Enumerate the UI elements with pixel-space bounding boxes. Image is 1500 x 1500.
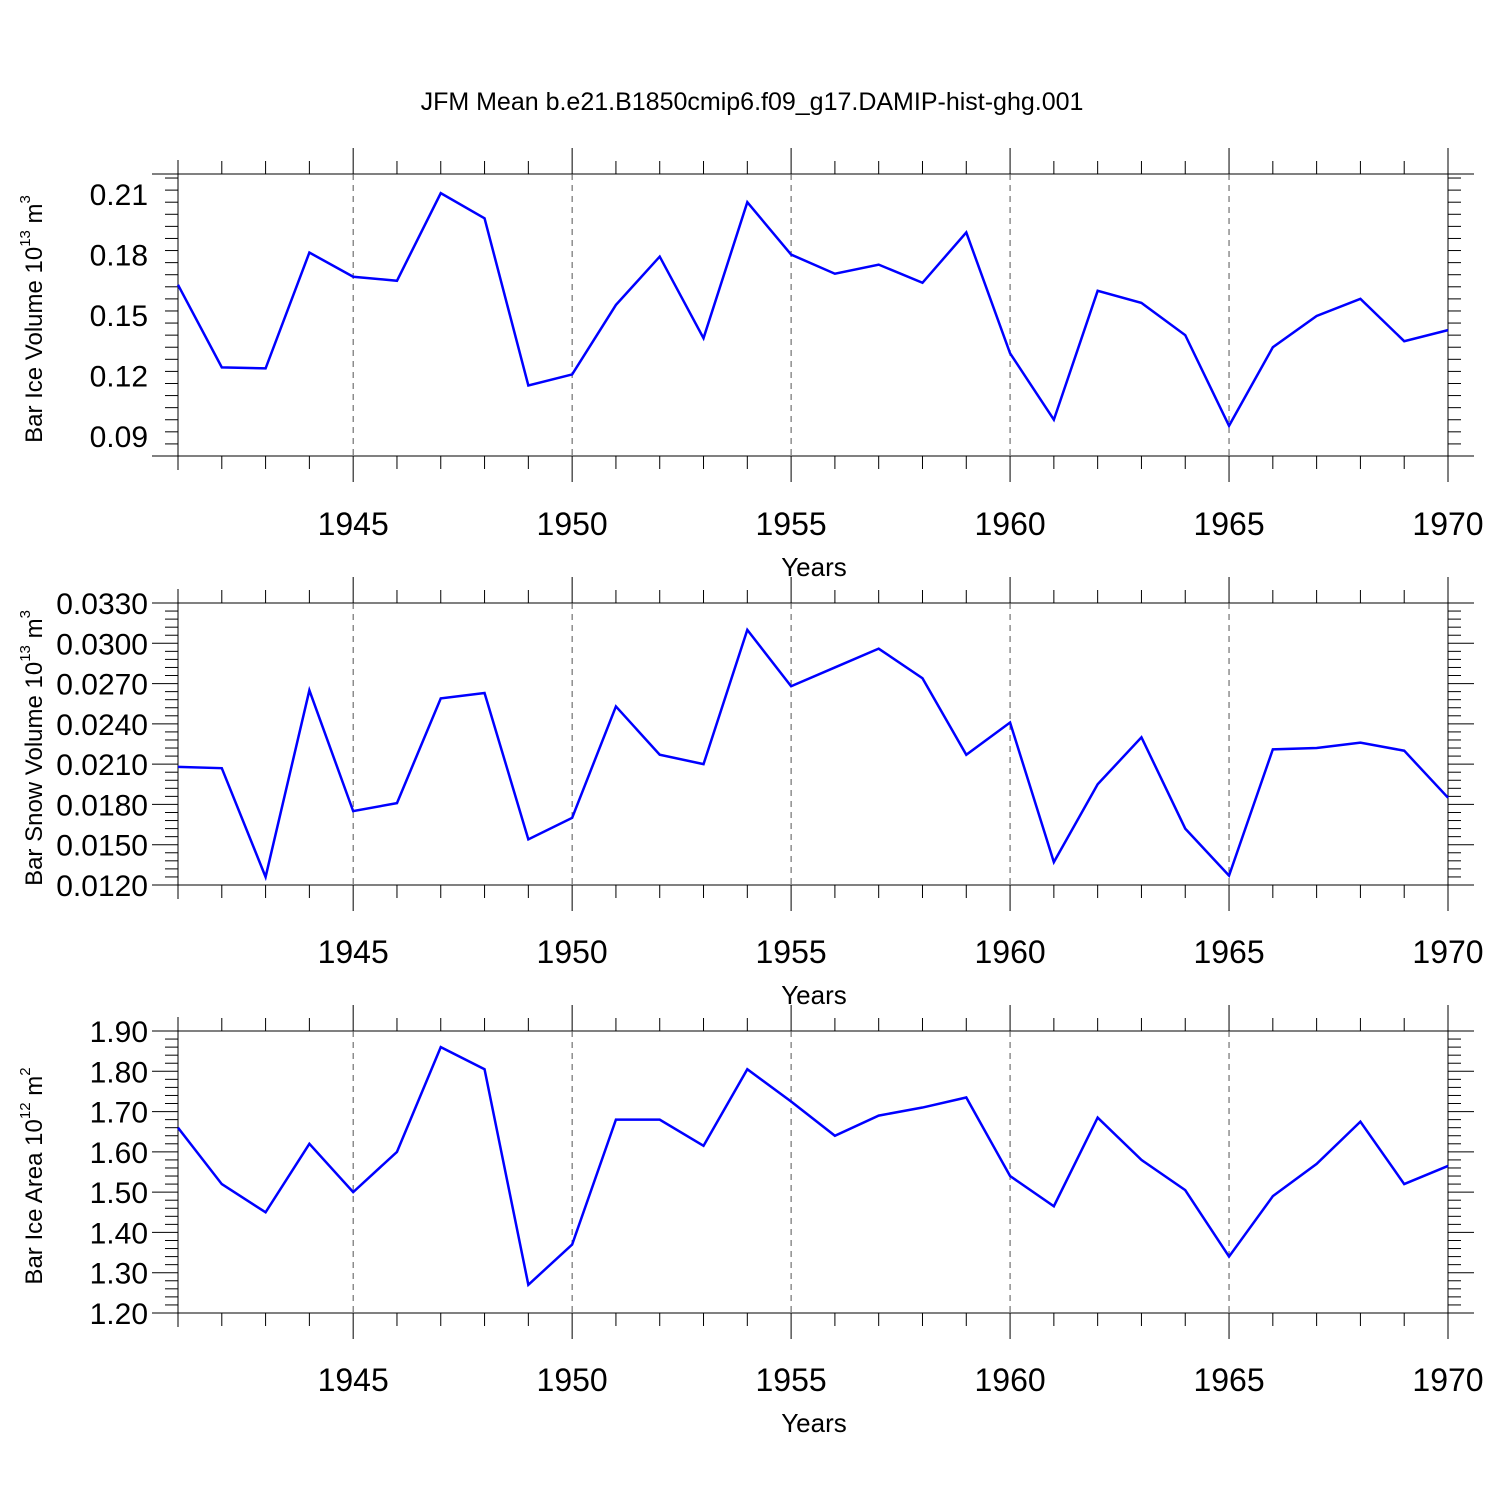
- y-tick-label: 1.80: [90, 1056, 148, 1089]
- x-tick-label: 1960: [974, 506, 1045, 542]
- y-axis-label: Bar Ice Area 1012 m2: [17, 1067, 48, 1284]
- y-tick-label: 1.20: [90, 1298, 148, 1331]
- x-tick-label: 1950: [537, 506, 608, 542]
- series-line: [177, 627, 1449, 882]
- y-axis-label-unit: m: [21, 1076, 48, 1103]
- y-tick-label: 0.0300: [56, 628, 148, 661]
- y-tick-label: 1.50: [90, 1177, 148, 1210]
- y-tick-label: 0.21: [90, 179, 148, 212]
- y-axis-label-unit-exponent: 3: [17, 610, 34, 618]
- y-tick-label: 0.0150: [56, 830, 148, 863]
- y-tick-label: 1.30: [90, 1258, 148, 1291]
- figure-title: JFM Mean b.e21.B1850cmip6.f09_g17.DAMIP-…: [421, 88, 1084, 116]
- y-tick-label: 0.0240: [56, 709, 148, 742]
- y-tick-label: 0.09: [90, 421, 148, 454]
- y-tick-label: 1.70: [90, 1097, 148, 1130]
- x-tick-label: 1965: [1193, 506, 1264, 542]
- y-axis-label-text: Bar Ice Volume 10: [21, 247, 48, 443]
- x-axis-label: Years: [781, 980, 847, 1010]
- y-axis-label-exponent: 12: [17, 1102, 34, 1119]
- series-line: [176, 191, 1449, 429]
- x-tick-label: 1955: [756, 934, 827, 970]
- y-axis-label-exponent: 13: [17, 230, 34, 247]
- x-tick-label: 1950: [537, 1362, 608, 1398]
- y-tick-label: 0.18: [90, 240, 148, 273]
- x-axis-label: Years: [781, 1408, 847, 1438]
- y-tick-label: 0.15: [90, 300, 148, 333]
- x-tick-label: 1960: [974, 1362, 1045, 1398]
- y-tick-label: 1.40: [90, 1217, 148, 1250]
- y-axis-label-unit: m: [21, 203, 48, 230]
- y-tick-label: 0.0210: [56, 749, 148, 782]
- x-tick-label: 1955: [756, 1362, 827, 1398]
- x-tick-label: 1965: [1193, 934, 1264, 970]
- series-line: [177, 1045, 1449, 1288]
- x-tick-label: 1960: [974, 934, 1045, 970]
- y-tick-label: 1.60: [90, 1137, 148, 1170]
- y-tick-label: 0.0270: [56, 669, 148, 702]
- x-tick-label: 1950: [537, 934, 608, 970]
- y-axis-label-unit-exponent: 2: [17, 1067, 34, 1075]
- x-axis-label: Years: [781, 552, 847, 582]
- panel-ice-area: 1.20 1.30 1.40 1.50 1.60 1.70 1.80 1.90 1945 1950…: [17, 1005, 1484, 1438]
- x-tick-label: 1970: [1412, 1362, 1483, 1398]
- y-tick-label: 0.0330: [56, 588, 148, 621]
- x-tick-label: 1945: [318, 1362, 389, 1398]
- panel-snow-volume: 0.0120 0.0150 0.0180 0.0210 0.0240 0.0270 0.03…: [17, 577, 1484, 1010]
- x-tick-label: 1970: [1412, 934, 1483, 970]
- x-tick-label: 1945: [318, 934, 389, 970]
- y-axis-label-text: Bar Snow Volume 10: [21, 662, 48, 886]
- y-axis-label-exponent: 13: [17, 645, 34, 662]
- x-tick-label: 1945: [318, 506, 389, 542]
- y-tick-label: 0.0120: [56, 870, 148, 903]
- y-tick-label: 1.90: [90, 1016, 148, 1049]
- y-axis-label-unit-exponent: 3: [17, 195, 34, 203]
- y-tick-label: 0.12: [90, 360, 148, 393]
- x-tick-label: 1970: [1412, 506, 1483, 542]
- x-tick-label: 1955: [756, 506, 827, 542]
- y-axis-label-text: Bar Ice Area 10: [21, 1119, 48, 1284]
- x-tick-label: 1965: [1193, 1362, 1264, 1398]
- y-axis-label: Bar Snow Volume 1013 m3: [17, 610, 48, 886]
- y-tick-label: 0.0180: [56, 789, 148, 822]
- y-axis-label: Bar Ice Volume 1013 m3: [17, 195, 48, 443]
- y-axis-label-unit: m: [21, 618, 48, 645]
- panel-ice-volume: 0.09 0.12 0.15 0.18 0.21 1945 1950 1955 1960 1965…: [17, 148, 1484, 582]
